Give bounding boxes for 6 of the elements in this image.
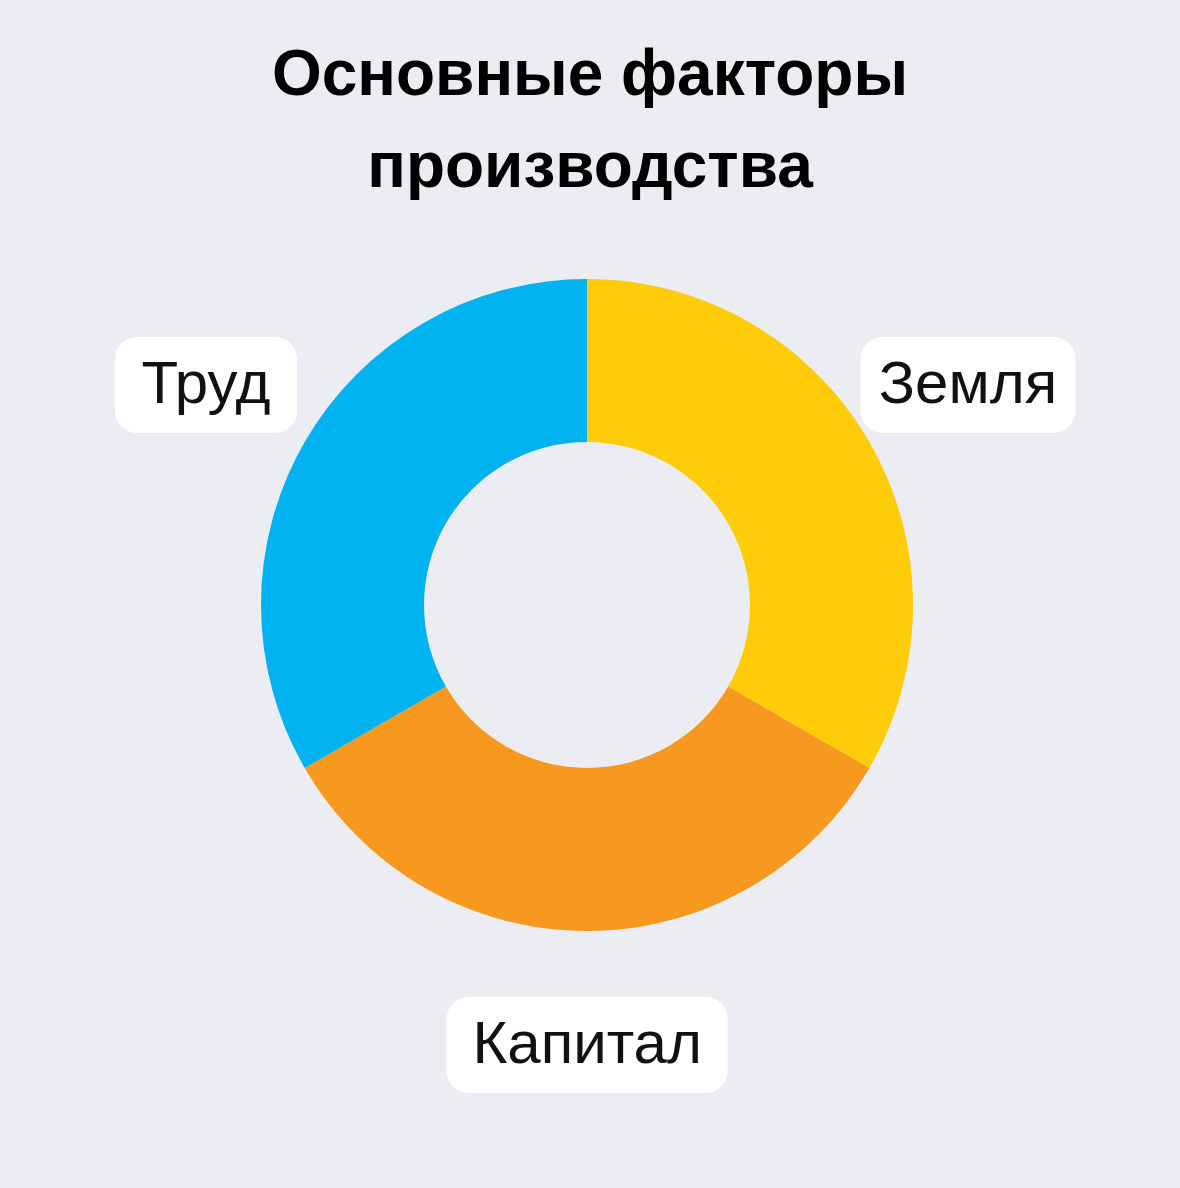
- slice-label: Земля: [878, 348, 1058, 416]
- donut-slice: [304, 686, 870, 931]
- slice-label: Капитал: [472, 1009, 702, 1076]
- text: производства: [367, 129, 813, 201]
- text: Основные факторы: [271, 37, 909, 109]
- slice-label: Труд: [141, 349, 271, 417]
